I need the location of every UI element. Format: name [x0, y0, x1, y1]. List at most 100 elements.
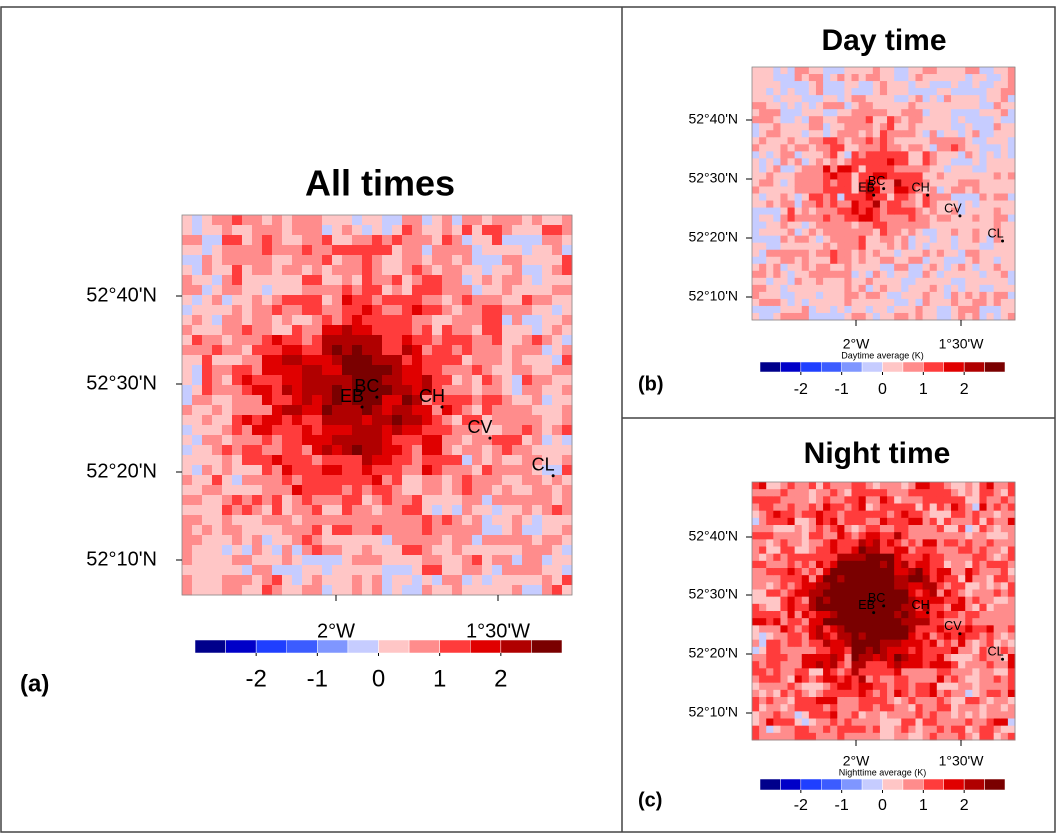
heat-cell	[272, 225, 283, 236]
heat-cell	[922, 109, 931, 117]
heat-cell	[222, 345, 233, 356]
heat-cell	[192, 585, 203, 596]
heat-cell	[542, 545, 553, 556]
heat-cell	[502, 495, 513, 506]
heat-cell	[901, 270, 909, 279]
heat-cell	[986, 137, 995, 145]
heat-cell	[752, 291, 760, 300]
heat-cell	[752, 525, 760, 533]
heat-cell	[412, 305, 423, 316]
heat-cell	[352, 585, 363, 596]
heat-cell	[282, 255, 293, 266]
heat-cell	[332, 245, 343, 256]
heat-cell	[851, 298, 860, 307]
heat-cell	[552, 425, 563, 436]
heat-cell	[332, 565, 343, 576]
heat-cell	[929, 88, 938, 96]
heat-cell	[1000, 489, 1009, 497]
heat-cell	[242, 565, 253, 576]
heat-cell	[780, 95, 789, 103]
heat-cell	[192, 575, 203, 586]
heat-cell	[943, 186, 952, 194]
heat-cell	[851, 172, 860, 180]
heat-cell	[332, 355, 343, 366]
heat-cell	[1007, 256, 1016, 265]
heat-cell	[787, 654, 796, 662]
station-label: EB	[340, 386, 364, 406]
heat-cell	[222, 355, 233, 366]
heat-cell	[242, 515, 253, 526]
heat-cell	[951, 553, 959, 562]
heat-cell	[262, 465, 273, 476]
heat-cell	[915, 256, 924, 265]
heat-cell	[402, 515, 413, 526]
heat-cell	[958, 312, 966, 321]
heat-cell	[958, 553, 966, 562]
heat-cell	[1007, 496, 1016, 504]
heat-cell	[851, 249, 860, 258]
heat-cell	[542, 585, 553, 596]
heat-cell	[362, 335, 373, 346]
heat-cell	[780, 646, 789, 655]
heat-cell	[773, 568, 781, 576]
heat-cell	[787, 207, 796, 216]
heat-cell	[552, 475, 563, 486]
heat-cell	[865, 496, 874, 504]
lon-label: 1°30'W	[939, 753, 985, 769]
heat-cell	[422, 375, 433, 386]
heat-cell	[302, 245, 313, 256]
heat-cell	[252, 335, 263, 346]
heat-cell	[752, 725, 760, 734]
heat-cell	[532, 375, 543, 386]
heat-cell	[922, 214, 931, 223]
heat-cell	[392, 495, 403, 506]
heat-cell	[352, 515, 363, 526]
heat-cell	[830, 603, 838, 612]
heat-cell	[472, 335, 483, 346]
heat-cell	[830, 596, 838, 605]
heat-cell	[901, 193, 909, 202]
heat-cell	[894, 482, 902, 490]
heat-cell	[844, 704, 853, 712]
heat-cell	[780, 568, 789, 576]
heat-cell	[972, 625, 980, 633]
heat-cell	[780, 711, 789, 719]
heat-cell	[766, 661, 774, 669]
heat-cell	[943, 575, 952, 583]
heat-cell	[879, 582, 888, 590]
heat-cell	[972, 532, 980, 540]
heat-cell	[787, 298, 796, 307]
heat-cell	[759, 137, 767, 145]
heat-cell	[872, 270, 881, 279]
heat-cell	[922, 123, 931, 131]
heat-cell	[1007, 611, 1016, 619]
heat-cell	[951, 675, 959, 684]
heat-cell	[901, 496, 909, 504]
heat-cell	[858, 661, 867, 669]
heat-cell	[472, 575, 483, 586]
heat-cell	[844, 732, 853, 741]
heat-cell	[302, 315, 313, 326]
heat-cell	[342, 485, 353, 496]
heat-cell	[915, 539, 924, 547]
heat-cell	[252, 355, 263, 366]
heat-cell	[552, 285, 563, 296]
heat-cell	[958, 639, 966, 648]
heat-cell	[993, 179, 1002, 187]
heat-cell	[392, 445, 403, 456]
heat-cell	[442, 375, 453, 386]
heat-cell	[1000, 123, 1009, 131]
heat-cell	[182, 565, 193, 576]
heat-cell	[322, 305, 333, 316]
heat-cell	[972, 575, 980, 583]
heat-cell	[442, 325, 453, 336]
heat-cell	[936, 179, 945, 187]
heat-cell	[922, 116, 931, 124]
heat-cell	[1000, 109, 1009, 117]
heat-cell	[965, 312, 973, 321]
heat-cell	[887, 532, 895, 540]
heat-cell	[182, 445, 193, 456]
heat-cell	[1007, 632, 1016, 641]
heat-cell	[242, 225, 253, 236]
heat-cell	[815, 704, 824, 712]
